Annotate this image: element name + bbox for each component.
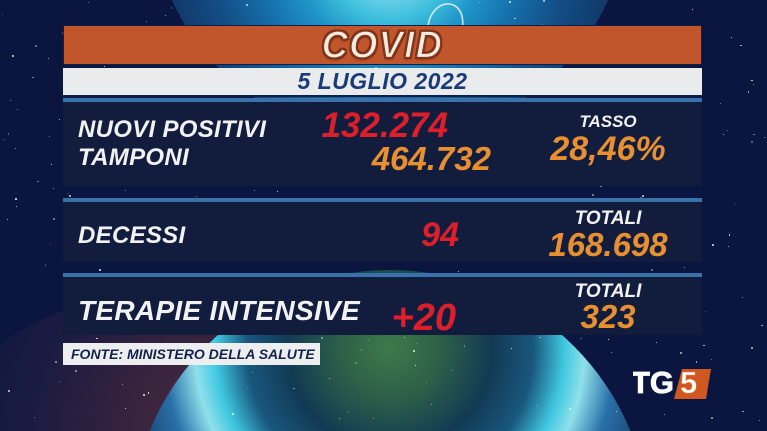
svg-text:5: 5 bbox=[680, 368, 697, 400]
svg-text:TG: TG bbox=[633, 368, 674, 400]
